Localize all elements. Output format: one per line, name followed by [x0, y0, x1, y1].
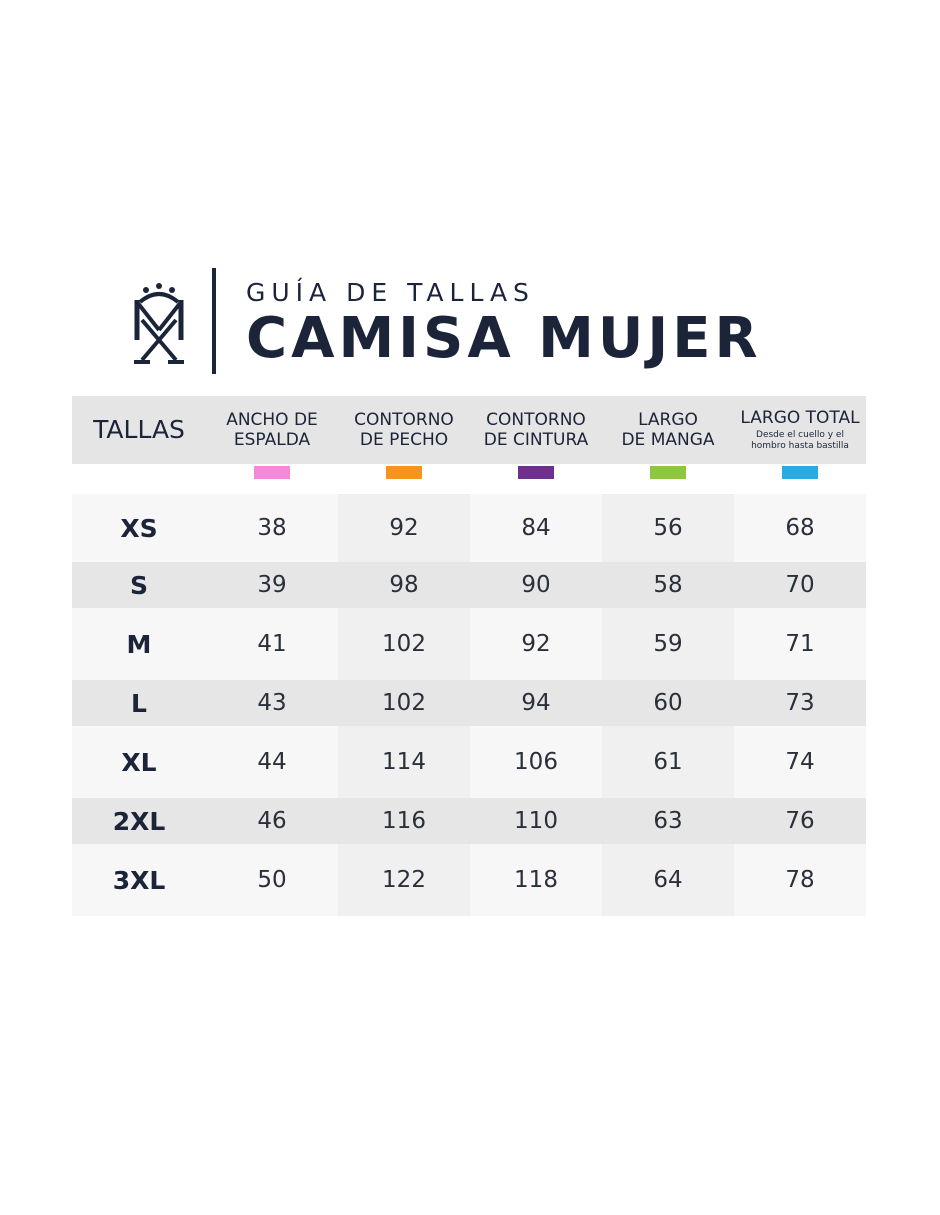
table-row: 3XL 50 122 118 64 78 — [72, 844, 866, 916]
swatch-cell — [338, 464, 470, 494]
measurement-cell: 38 — [206, 494, 338, 562]
measurement-cell: 84 — [470, 494, 602, 562]
measurement-cell: 71 — [734, 608, 866, 680]
column-header-label: DE MANGA — [621, 430, 715, 450]
measurement-cell: 46 — [206, 798, 338, 844]
column-header-label: LARGO TOTAL — [740, 408, 860, 428]
measurement-cell: 102 — [338, 680, 470, 726]
table-row: S 39 98 90 58 70 — [72, 562, 866, 608]
column-header-contorno-pecho: CONTORNO DE PECHO — [338, 396, 470, 464]
size-label-cell: XL — [72, 726, 206, 798]
size-label-cell: XS — [72, 494, 206, 562]
swatch-cell — [72, 464, 206, 494]
measurement-cell: 118 — [470, 844, 602, 916]
size-label-cell: S — [72, 562, 206, 608]
monogram-crest-icon — [134, 283, 184, 364]
measurement-cell: 50 — [206, 844, 338, 916]
size-chart-table: TALLAS ANCHO DE ESPALDA CONTORNO DE PECH… — [72, 396, 866, 916]
measurement-cell: 92 — [470, 608, 602, 680]
measurement-cell: 70 — [734, 562, 866, 608]
measurement-cell: 44 — [206, 726, 338, 798]
measurement-cell: 73 — [734, 680, 866, 726]
column-header-largo-manga: LARGO DE MANGA — [602, 396, 734, 464]
measurement-cell: 59 — [602, 608, 734, 680]
measurement-cell: 122 — [338, 844, 470, 916]
swatch-cell — [470, 464, 602, 494]
column-header-ancho-espalda: ANCHO DE ESPALDA — [206, 396, 338, 464]
measurement-cell: 68 — [734, 494, 866, 562]
measurement-cell: 114 — [338, 726, 470, 798]
color-swatch-contorno-cintura — [518, 466, 554, 479]
table-body: XS 38 92 84 56 68 S 39 98 90 58 70 M 41 102 92 59 71 L 43 10… — [72, 494, 866, 916]
swatch-cell — [206, 464, 338, 494]
measurement-cell: 58 — [602, 562, 734, 608]
size-label-cell: L — [72, 680, 206, 726]
column-header-label: ANCHO DE — [226, 410, 318, 430]
color-swatch-ancho-espalda — [254, 466, 290, 479]
measurement-cell: 41 — [206, 608, 338, 680]
color-swatch-largo-total — [782, 466, 818, 479]
table-row: 2XL 46 116 110 63 76 — [72, 798, 866, 844]
swatch-cell — [602, 464, 734, 494]
table-row: XS 38 92 84 56 68 — [72, 494, 866, 562]
measurement-cell: 116 — [338, 798, 470, 844]
measurement-cell: 76 — [734, 798, 866, 844]
color-swatch-largo-manga — [650, 466, 686, 479]
measurement-cell: 60 — [602, 680, 734, 726]
size-label-cell: M — [72, 608, 206, 680]
measurement-cell: 98 — [338, 562, 470, 608]
size-label-cell: 3XL — [72, 844, 206, 916]
page-title: CAMISA MUJER — [246, 306, 762, 371]
table-row: L 43 102 94 60 73 — [72, 680, 866, 726]
column-header-tallas: TALLAS — [72, 396, 206, 464]
size-label-cell: 2XL — [72, 798, 206, 844]
column-header-label: TALLAS — [93, 415, 185, 444]
measurement-cell: 63 — [602, 798, 734, 844]
column-header-label: ESPALDA — [233, 430, 311, 450]
measurement-cell: 78 — [734, 844, 866, 916]
measurement-cell: 90 — [470, 562, 602, 608]
table-header-row: TALLAS ANCHO DE ESPALDA CONTORNO DE PECH… — [72, 396, 866, 464]
color-swatch-contorno-pecho — [386, 466, 422, 479]
measurement-cell: 39 — [206, 562, 338, 608]
measurement-cell: 110 — [470, 798, 602, 844]
color-legend-row — [72, 464, 866, 494]
column-header-note: hombro hasta bastilla — [751, 441, 849, 451]
measurement-cell: 64 — [602, 844, 734, 916]
column-header-label: LARGO — [638, 410, 698, 430]
measurement-cell: 74 — [734, 726, 866, 798]
column-header-label: CONTORNO — [354, 410, 454, 430]
table-row: XL 44 114 106 61 74 — [72, 726, 866, 798]
column-header-contorno-cintura: CONTORNO DE CINTURA — [470, 396, 602, 464]
table-row: M 41 102 92 59 71 — [72, 608, 866, 680]
column-header-largo-total: LARGO TOTAL Desde el cuello y el hombro … — [734, 396, 866, 464]
measurement-cell: 92 — [338, 494, 470, 562]
header-divider — [212, 268, 216, 374]
measurement-cell: 61 — [602, 726, 734, 798]
column-header-label: CONTORNO — [486, 410, 586, 430]
measurement-cell: 56 — [602, 494, 734, 562]
page-subtitle: GUÍA DE TALLAS — [246, 278, 535, 307]
column-header-note: Desde el cuello y el — [756, 430, 844, 440]
column-header-label: DE CINTURA — [483, 430, 589, 450]
measurement-cell: 102 — [338, 608, 470, 680]
measurement-cell: 94 — [470, 680, 602, 726]
measurement-cell: 43 — [206, 680, 338, 726]
swatch-cell — [734, 464, 866, 494]
column-header-label: DE PECHO — [359, 430, 449, 450]
measurement-cell: 106 — [470, 726, 602, 798]
